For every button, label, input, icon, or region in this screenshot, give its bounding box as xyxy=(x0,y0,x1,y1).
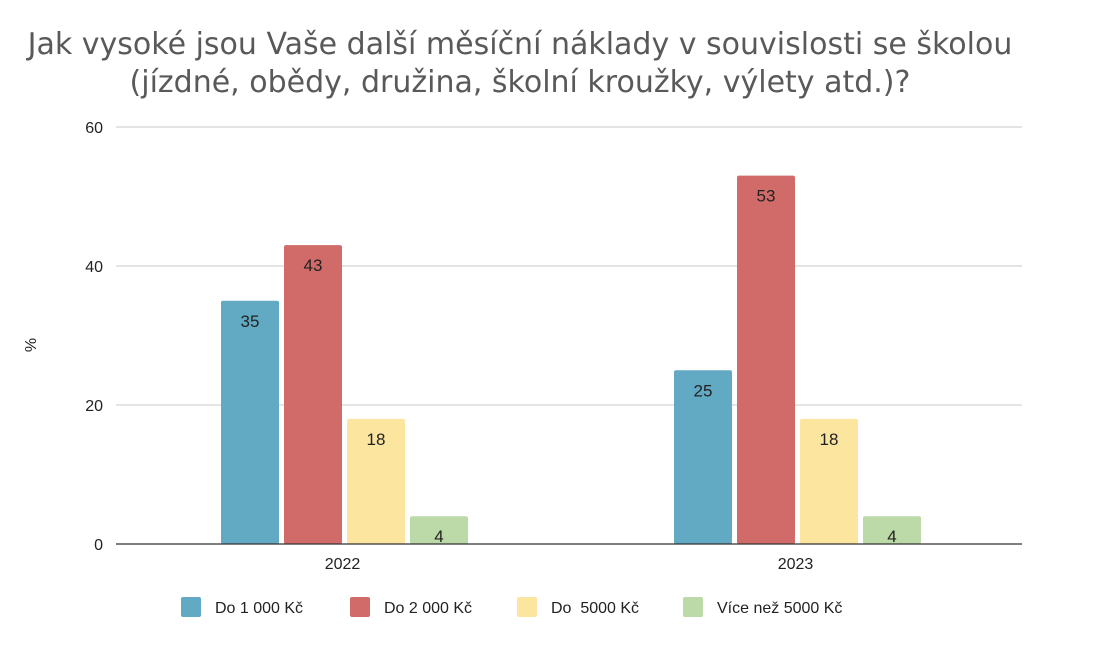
data-label: 4 xyxy=(434,527,443,546)
legend: Do 1 000 Kč Do 2 000 Kč Do 5000 Kč Více než… xyxy=(181,597,842,617)
bar xyxy=(221,300,279,544)
data-label: 18 xyxy=(820,430,839,449)
legend-label: Do 5000 Kč xyxy=(551,600,639,617)
data-label: 43 xyxy=(304,256,323,275)
chart-title-line-2: (jízdné, obědy, družina, školní kroužky,… xyxy=(129,65,911,100)
bar xyxy=(674,370,732,544)
x-tick-label: 2022 xyxy=(325,556,361,573)
y-tick-label: 0 xyxy=(94,537,103,554)
bar xyxy=(863,516,921,544)
axes: 0 20 40 60 2022 2023 xyxy=(85,120,1022,573)
legend-swatch xyxy=(517,597,537,617)
y-tick-label: 20 xyxy=(85,398,103,415)
data-label: 4 xyxy=(887,527,896,546)
bar xyxy=(737,175,795,544)
chart-title: Jak vysoké jsou Vaše další měsíční nákla… xyxy=(0,26,1040,102)
data-label: 25 xyxy=(694,381,713,400)
data-label: 35 xyxy=(241,312,260,331)
data-label: 53 xyxy=(757,187,776,206)
bar xyxy=(347,418,405,544)
x-tick-label: 2023 xyxy=(778,556,814,573)
legend-swatch xyxy=(350,597,370,617)
y-tick-label: 60 xyxy=(85,120,103,137)
bar xyxy=(284,245,342,544)
legend-label: Do 1 000 Kč xyxy=(215,600,303,617)
chart-title-line-1: Jak vysoké jsou Vaše další měsíční nákla… xyxy=(27,27,1013,62)
bar xyxy=(800,418,858,544)
legend-label: Více než 5000 Kč xyxy=(717,600,842,617)
legend-swatch xyxy=(181,597,201,617)
data-label: 18 xyxy=(367,430,386,449)
y-tick-label: 40 xyxy=(85,259,103,276)
legend-swatch xyxy=(683,597,703,617)
bars: 35 43 18 4 25 53 18 4 xyxy=(221,175,921,546)
legend-label: Do 2 000 Kč xyxy=(384,600,472,617)
bar xyxy=(410,516,468,544)
y-axis-label: % xyxy=(23,338,40,352)
